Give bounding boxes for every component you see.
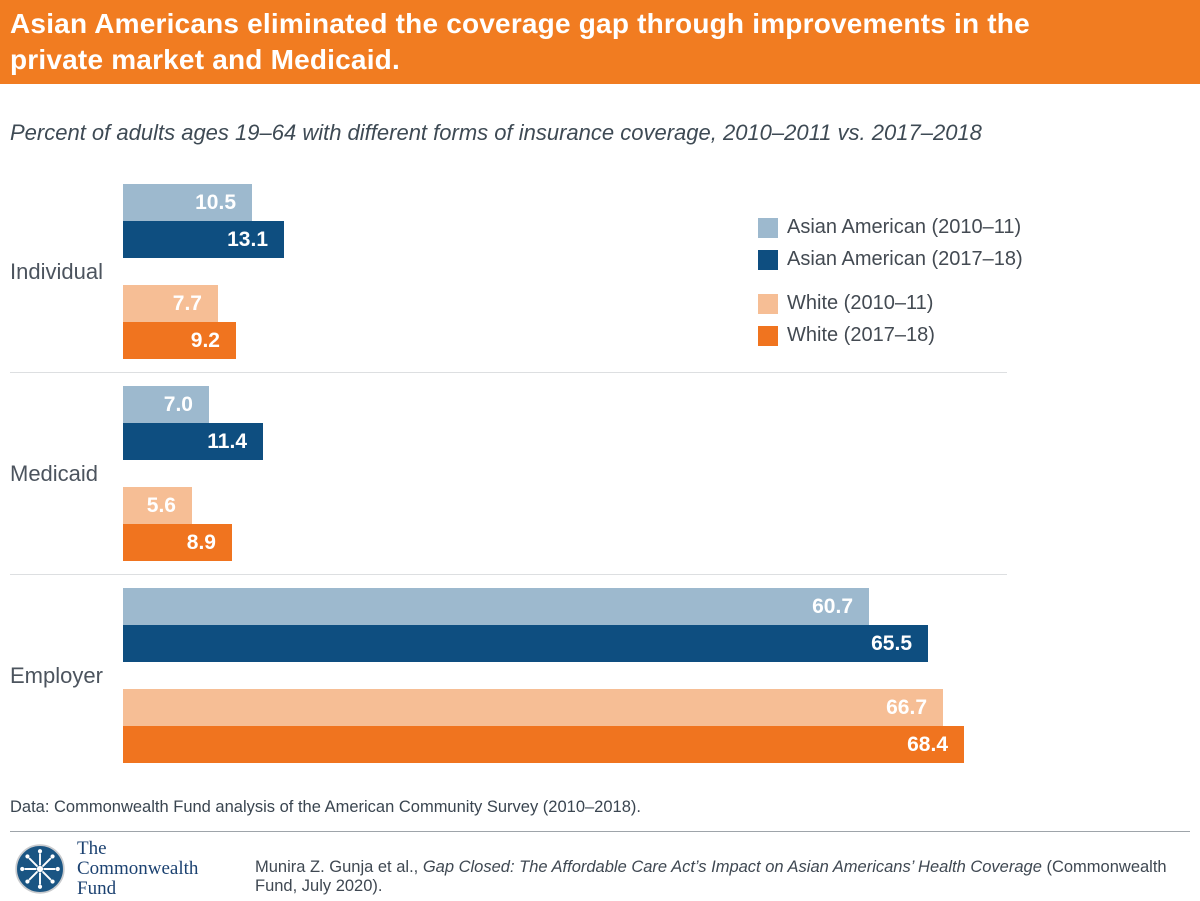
legend-group-gap — [758, 280, 1023, 292]
citation-publisher: (Commonwealth Fund, July 2020). — [255, 858, 1167, 895]
legend-label: White (2017–18) — [787, 324, 935, 346]
footer: The Commonwealth Fund Munira Z. Gunja et… — [0, 839, 1200, 901]
bar-value-label: 7.7 — [172, 291, 202, 315]
bar-value-label: 68.4 — [907, 732, 948, 756]
legend-item: White (2017–18) — [758, 324, 1023, 347]
logo-line: The — [77, 838, 107, 859]
legend-label: White (2010–11) — [787, 292, 934, 314]
bar: 10.5 — [123, 184, 252, 221]
bar: 66.7 — [123, 689, 943, 726]
legend-swatch — [758, 325, 778, 346]
bar: 8.9 — [123, 524, 232, 561]
bar: 65.5 — [123, 625, 928, 662]
bar: 7.7 — [123, 285, 218, 322]
bar-value-label: 11.4 — [207, 429, 247, 453]
legend-swatch — [758, 293, 778, 314]
legend-label: Asian American (2010–11) — [787, 216, 1022, 238]
bar-pair-gap — [123, 460, 1200, 487]
bar-chart: Individual 10.5 13.1 7.7 9.2 Medicaid 7.0 11.4 5… — [0, 184, 1200, 763]
citation: Munira Z. Gunja et al., Gap Closed: The … — [255, 858, 1200, 896]
bar: 13.1 — [123, 221, 284, 258]
bar-group-employer: Employer 60.7 65.5 66.7 68.4 — [0, 588, 1200, 763]
commonwealth-fund-emblem-icon — [15, 844, 65, 894]
bar: 7.0 — [123, 386, 209, 423]
chart-subtitle: Percent of adults ages 19–64 with differ… — [10, 120, 982, 145]
footer-divider — [10, 831, 1190, 832]
title-banner: Asian Americans eliminated the coverage … — [0, 0, 1200, 84]
chart-title: Asian Americans eliminated the coverage … — [10, 8, 1030, 75]
citation-report-title: Gap Closed: The Affordable Care Act’s Im… — [422, 858, 1042, 876]
citation-authors: Munira Z. Gunja et al., — [255, 858, 423, 876]
bar-value-label: 7.0 — [163, 392, 193, 416]
bar-pair-gap — [123, 662, 1200, 689]
bar: 68.4 — [123, 726, 964, 763]
bar-value-label: 65.5 — [871, 631, 912, 655]
bar-value-label: 10.5 — [195, 190, 236, 214]
legend: Asian American (2010–11) Asian American (… — [758, 216, 1023, 356]
category-label: Individual — [10, 258, 103, 284]
commonwealth-fund-wordmark: The Commonwealth Fund — [77, 839, 198, 899]
bar-value-label: 60.7 — [812, 594, 853, 618]
logo-line: Commonwealth — [77, 858, 199, 879]
legend-item: Asian American (2017–18) — [758, 248, 1023, 271]
bar-value-label: 13.1 — [227, 227, 268, 251]
bar-pair-gap — [123, 258, 1200, 285]
bars-container: 60.7 65.5 66.7 68.4 — [123, 588, 1200, 763]
bars-container: 10.5 13.1 7.7 9.2 — [123, 184, 1200, 359]
bar: 60.7 — [123, 588, 869, 625]
bar: 11.4 — [123, 423, 263, 460]
logo-line: Fund — [77, 878, 117, 899]
legend-swatch — [758, 217, 778, 238]
category-label: Employer — [10, 662, 103, 688]
bar-value-label: 8.9 — [186, 530, 216, 554]
bar-value-label: 9.2 — [190, 328, 220, 352]
category-label: Medicaid — [10, 460, 99, 486]
bar: 9.2 — [123, 322, 236, 359]
commonwealth-fund-logo: The Commonwealth Fund — [14, 839, 198, 899]
category-divider — [10, 372, 1007, 373]
bar-value-label: 66.7 — [886, 695, 927, 719]
legend-item: White (2010–11) — [758, 292, 1023, 315]
bars-container: 7.0 11.4 5.6 8.9 — [123, 386, 1200, 561]
bar-group-individual: Individual 10.5 13.1 7.7 9.2 — [0, 184, 1200, 359]
bar: 5.6 — [123, 487, 192, 524]
bar-value-label: 5.6 — [146, 493, 176, 517]
bar-group-medicaid: Medicaid 7.0 11.4 5.6 8.9 — [0, 386, 1200, 561]
legend-label: Asian American (2017–18) — [787, 248, 1023, 270]
legend-swatch — [758, 249, 778, 270]
data-note: Data: Commonwealth Fund analysis of the … — [10, 798, 641, 816]
category-divider — [10, 574, 1007, 575]
legend-item: Asian American (2010–11) — [758, 216, 1023, 239]
